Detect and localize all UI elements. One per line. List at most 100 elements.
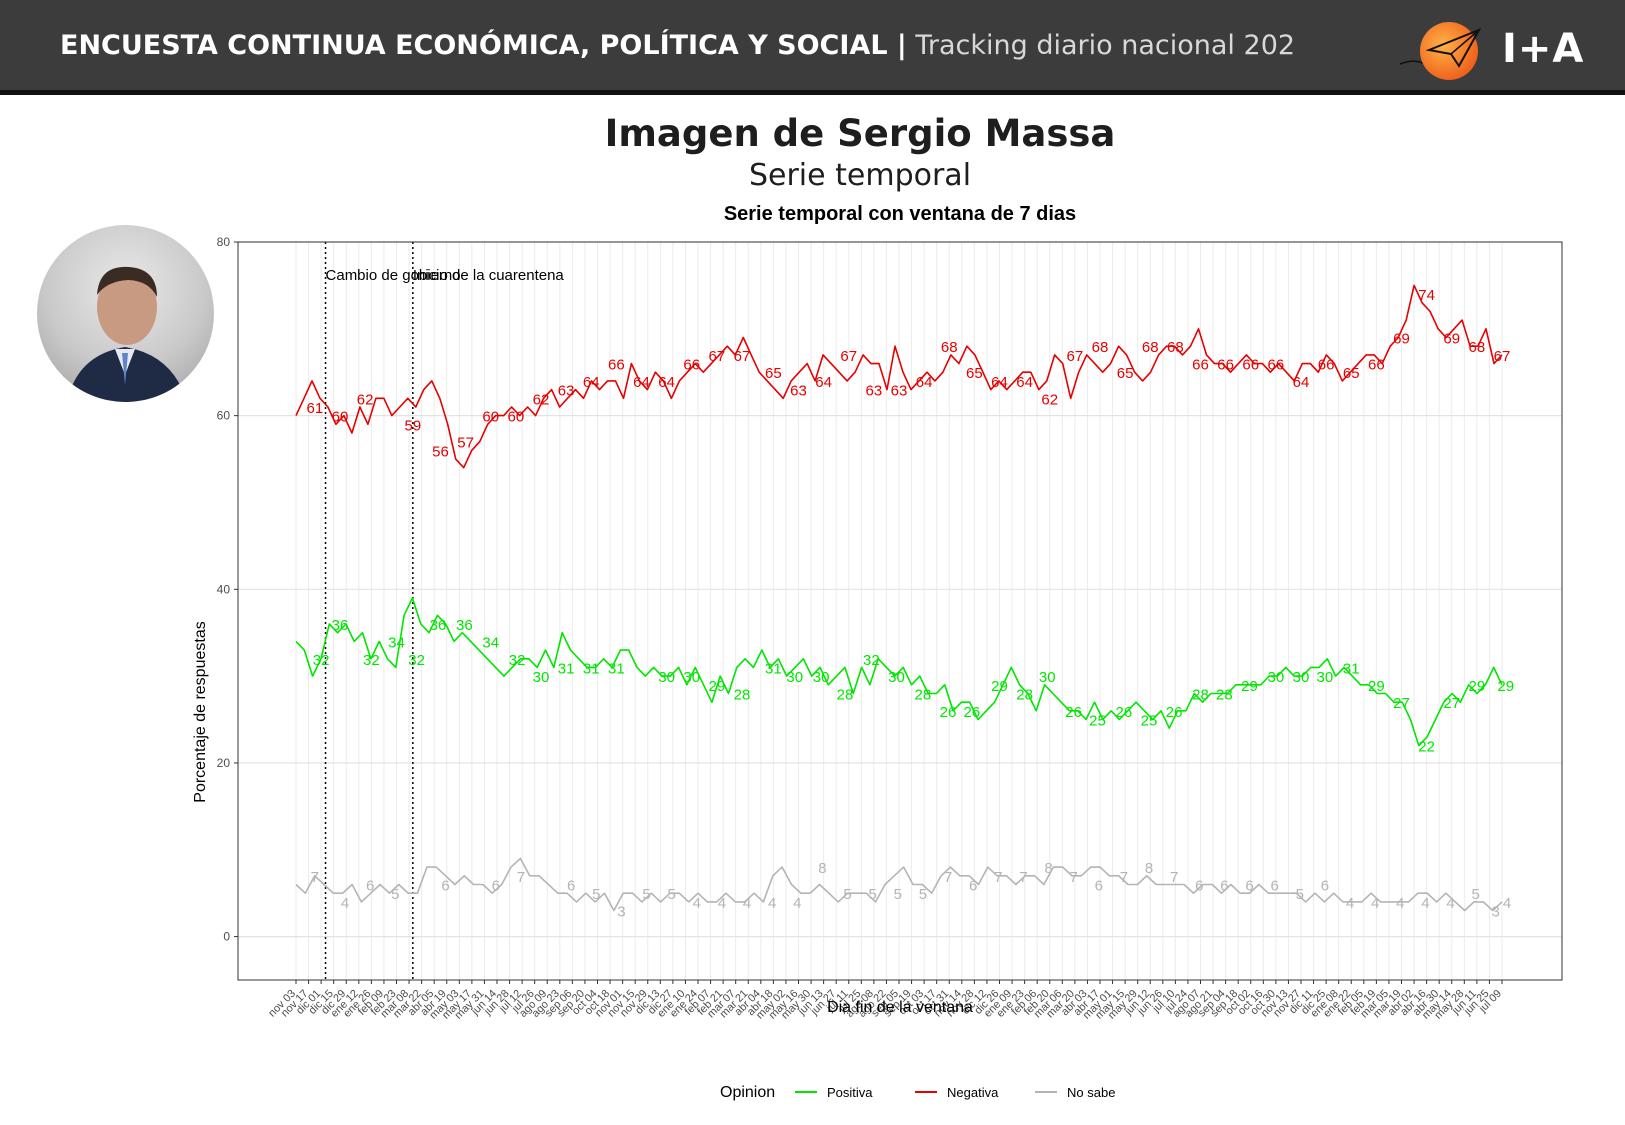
data-label: 36 (332, 617, 349, 634)
data-label: 32 (313, 652, 330, 669)
data-label: 32 (363, 652, 380, 669)
data-label: 6 (1270, 877, 1278, 894)
series-line-negativa (295, 284, 1503, 469)
data-label: 6 (1195, 877, 1203, 894)
data-label: 7 (1019, 869, 1027, 886)
data-label: 60 (508, 409, 525, 426)
data-label: 4 (1421, 895, 1429, 912)
data-label: 26 (1065, 704, 1082, 721)
data-label: 5 (667, 886, 675, 903)
data-label: 30 (888, 669, 905, 686)
data-label: 5 (843, 886, 851, 903)
data-label: 69 (1443, 331, 1460, 348)
data-label: 31 (1343, 660, 1360, 677)
data-label: 7 (1069, 869, 1077, 886)
data-label: 7 (1120, 869, 1128, 886)
data-label: 59 (404, 417, 421, 434)
data-label: 30 (658, 669, 675, 686)
data-label: 28 (1216, 686, 1233, 703)
y-tick-label: 80 (217, 235, 231, 249)
data-label: 57 (457, 435, 474, 452)
page-title: Imagen de Sergio Massa (604, 112, 1116, 155)
data-label: 66 (1368, 357, 1385, 374)
data-label: 66 (1192, 357, 1209, 374)
data-label: 25 (1141, 713, 1158, 730)
data-label: 32 (863, 652, 880, 669)
data-label: 67 (840, 348, 857, 365)
data-label: 36 (430, 617, 447, 634)
data-label: 62 (1041, 391, 1058, 408)
data-label: 63 (790, 383, 807, 400)
x-axis-label: Dia fin de la ventana (827, 999, 973, 1016)
data-label: 4 (1346, 895, 1354, 912)
series-line-positiva (295, 597, 1503, 747)
data-label: 34 (482, 634, 499, 651)
data-label: 30 (533, 669, 550, 686)
data-label: 30 (1293, 669, 1310, 686)
data-label: 30 (1039, 669, 1056, 686)
data-label: 31 (765, 660, 782, 677)
legend-item: No sabe (1067, 1085, 1115, 1100)
data-label: 36 (456, 617, 473, 634)
data-label: 29 (1497, 678, 1514, 695)
data-label: 22 (1418, 739, 1435, 756)
data-label: 31 (583, 660, 600, 677)
data-label: 60 (482, 409, 499, 426)
data-label: 67 (1067, 348, 1084, 365)
data-label: 3 (1492, 904, 1500, 921)
data-label: 5 (894, 886, 902, 903)
data-label: 64 (633, 374, 650, 391)
data-label: 32 (509, 652, 526, 669)
data-label: 65 (1117, 365, 1134, 382)
data-label: 30 (1317, 669, 1334, 686)
data-label: 68 (1469, 339, 1486, 356)
data-label: 6 (492, 877, 500, 894)
legend-item: Negativa (947, 1085, 999, 1100)
data-label: 30 (786, 669, 803, 686)
data-label: 64 (658, 374, 675, 391)
series-line-no-sabe (295, 857, 1503, 912)
data-label: 5 (919, 886, 927, 903)
chart-title: Serie temporal con ventana de 7 dias (724, 203, 1076, 225)
data-label: 66 (608, 357, 625, 374)
y-axis-label: Porcentaje de respuestas (192, 621, 209, 802)
person-silhouette-icon (67, 266, 187, 402)
data-label: 68 (941, 339, 958, 356)
data-label: 63 (866, 383, 883, 400)
legend-title: Opinion (720, 1084, 775, 1101)
data-label: 29 (1368, 678, 1385, 695)
data-label: 7 (994, 869, 1002, 886)
y-tick-label: 0 (223, 930, 230, 944)
data-label: 4 (718, 895, 726, 912)
data-label: 6 (366, 877, 374, 894)
header-title: ENCUESTA CONTINUA ECONÓMICA, POLÍTICA Y … (60, 30, 1295, 61)
data-label: 30 (813, 669, 830, 686)
data-label: 5 (868, 886, 876, 903)
data-label: 66 (1242, 357, 1259, 374)
data-label: 4 (768, 895, 776, 912)
y-tick-label: 40 (217, 582, 231, 596)
data-label: 65 (765, 365, 782, 382)
data-label: 27 (1393, 695, 1410, 712)
data-label: 29 (1241, 678, 1258, 695)
data-label: 29 (991, 678, 1008, 695)
data-label: 66 (1318, 357, 1335, 374)
data-label: 69 (1393, 331, 1410, 348)
header-title-sub: Tracking diario nacional 202 (906, 30, 1296, 61)
y-tick-label: 60 (217, 409, 231, 423)
data-label: 64 (991, 374, 1008, 391)
event-label: Cambio de gobierno (326, 267, 461, 284)
data-label: 65 (966, 365, 983, 382)
data-label: 7 (1170, 869, 1178, 886)
data-label: 31 (558, 660, 575, 677)
data-label: 26 (1116, 704, 1133, 721)
data-label: 8 (1145, 860, 1153, 877)
data-label: 29 (1469, 678, 1486, 695)
data-label: 64 (1293, 374, 1310, 391)
data-label: 66 (683, 357, 700, 374)
data-label: 64 (815, 374, 832, 391)
data-label: 64 (583, 374, 600, 391)
data-label: 6 (1321, 877, 1329, 894)
data-label: 27 (1443, 695, 1460, 712)
data-label: 6 (441, 877, 449, 894)
